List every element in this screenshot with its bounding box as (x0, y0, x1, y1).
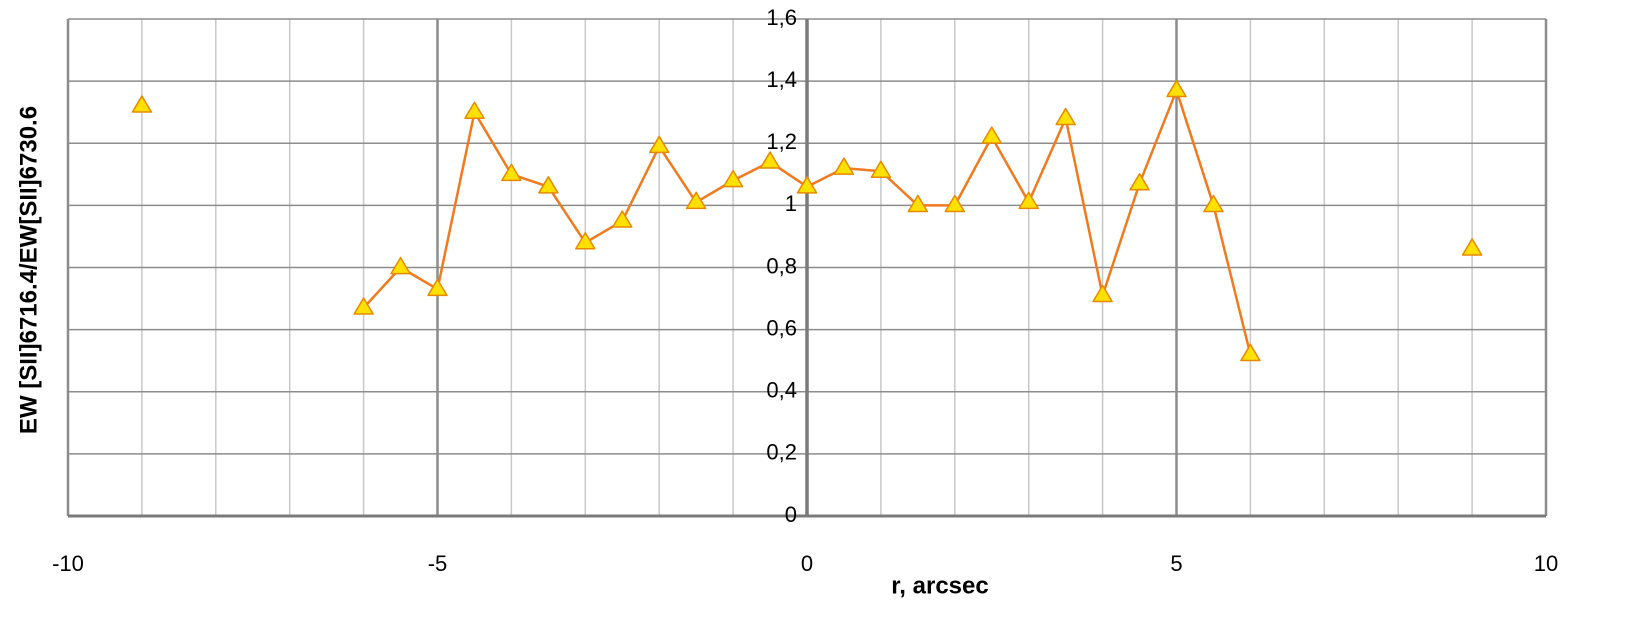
x-axis-title: r, arcsec (891, 572, 988, 599)
data-point-marker (981, 126, 1002, 144)
data-point-marker (648, 135, 670, 154)
data-point-marker (1166, 79, 1187, 98)
axes (68, 19, 1546, 518)
data-point-marker (1240, 343, 1261, 362)
data-point-marker (1461, 238, 1483, 256)
y-axis-title: EW [SII]6716.4/EW[SII]6730.6 (15, 106, 42, 434)
data-point-marker (833, 157, 855, 175)
data-point-marker (759, 151, 781, 169)
data-point-marker (1055, 107, 1076, 126)
y-tick-label: 1,6 (766, 5, 797, 30)
data-point-marker (390, 256, 411, 275)
data-point-marker (722, 169, 744, 188)
data-markers (131, 79, 1483, 362)
y-tick-label: 0 (785, 502, 797, 527)
data-point-marker (427, 278, 448, 297)
x-tick-label: 10 (1534, 551, 1558, 576)
data-point-marker (575, 231, 596, 250)
data-point-marker (1092, 284, 1113, 303)
y-tick-label: 0,4 (766, 378, 797, 403)
data-point-marker (1203, 194, 1224, 213)
data-point-marker (944, 194, 966, 213)
data-point-marker (353, 297, 374, 315)
x-tick-label: -5 (428, 551, 448, 576)
y-tick-label: 1,2 (766, 129, 797, 154)
data-point-marker (1018, 191, 1039, 210)
y-tick-label: 0,2 (766, 440, 797, 465)
x-tick-label: -10 (52, 551, 84, 576)
data-point-marker (464, 101, 485, 120)
data-point-marker (612, 210, 633, 228)
data-point-marker (501, 163, 522, 182)
y-tick-label: 0,6 (766, 315, 797, 340)
tick-labels: 0 0,2 0,4 0,6 0,8 1 1,2 1,4 1,6 -10 -5 0 5 10 (52, 5, 1558, 576)
data-point-marker (538, 176, 559, 194)
data-point-marker (131, 95, 153, 113)
y-tick-label: 1,4 (766, 67, 797, 92)
data-point-marker (1129, 172, 1150, 191)
x-tick-label: 0 (801, 551, 813, 576)
y-tick-label: 0,8 (766, 253, 797, 278)
data-point-marker (796, 176, 818, 194)
data-point-marker (907, 194, 929, 213)
y-tick-label: 1 (785, 191, 797, 216)
x-tick-label: 5 (1170, 551, 1182, 576)
data-point-marker (685, 191, 707, 210)
data-point-marker (870, 160, 892, 179)
